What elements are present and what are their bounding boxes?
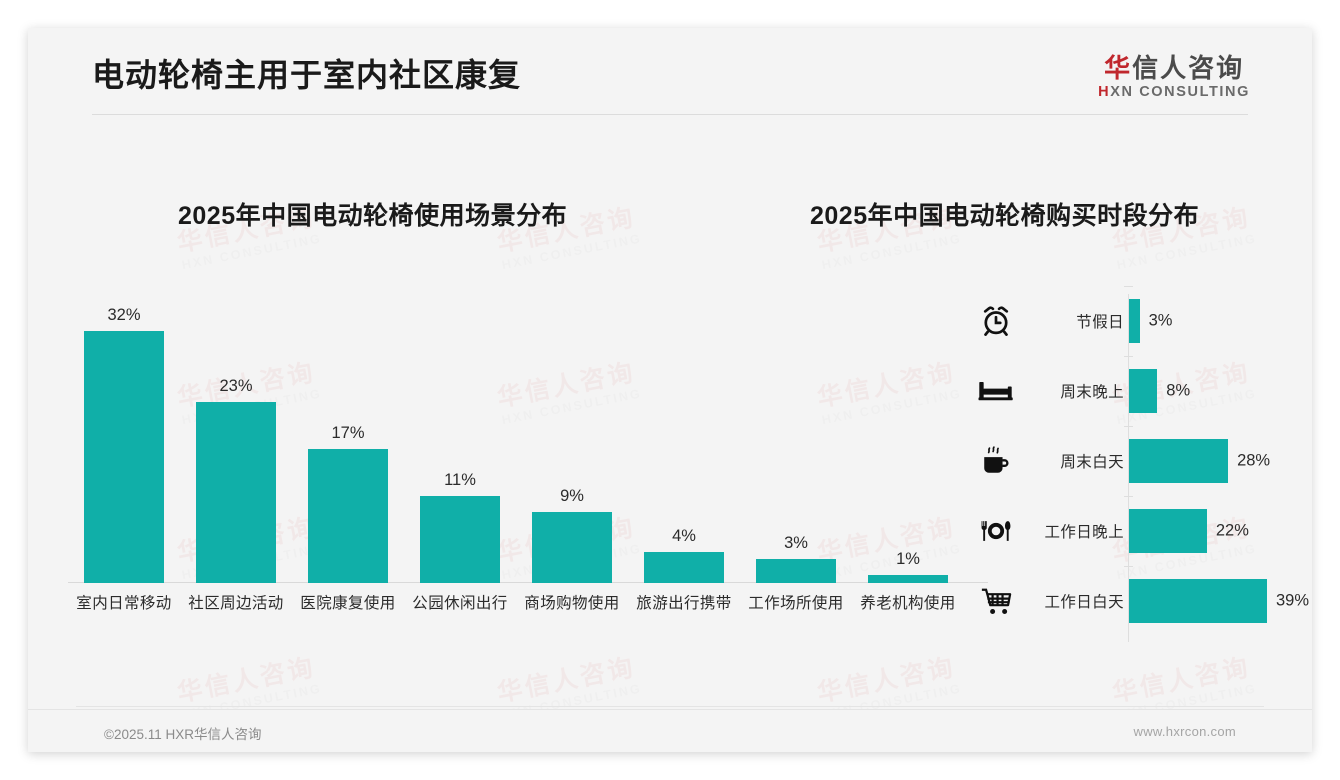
left-chart-title: 2025年中国电动轮椅使用场景分布 <box>178 202 568 230</box>
bar-category-label: 医院康复使用 <box>300 595 396 612</box>
bar-category-label: 社区周边活动 <box>188 595 284 612</box>
axis-tick <box>1124 286 1133 287</box>
brand-name-cn-rest: 信人咨询 <box>1132 53 1245 83</box>
bar <box>756 559 836 583</box>
bar-value-label: 17% <box>331 424 365 443</box>
bar-value-label: 1% <box>896 550 920 569</box>
watermark-en: HXN CONSULTING <box>180 231 324 273</box>
watermark-en: HXN CONSULTING <box>820 231 964 273</box>
header-divider <box>92 114 1248 115</box>
bar-category-label: 周末白天 <box>1060 454 1124 471</box>
bar-value-label: 4% <box>672 526 696 545</box>
bar-column: 9% <box>516 283 628 583</box>
slide-footer: ©2025.11 HXR华信人咨询 www.hxrcon.com <box>28 709 1312 752</box>
bar-value-label: 32% <box>107 306 141 324</box>
bar <box>532 512 612 583</box>
bar-value-label: 8% <box>1166 381 1191 400</box>
axis-tick <box>1124 566 1133 567</box>
bar-column: 17% <box>292 283 404 583</box>
bar-row: 工作日白天 39% <box>958 566 1312 636</box>
website-url: www.hxrcon.com <box>1133 724 1236 739</box>
bar <box>196 401 276 583</box>
bar-category-label: 旅游出行携带 <box>636 595 732 612</box>
watermark-cn: 华信人咨询 <box>495 653 638 708</box>
bar-category-label: 工作日晚上 <box>1044 524 1124 541</box>
bar-row: 工作日晚上 22% <box>958 496 1312 566</box>
slide-header: 电动轮椅主用于室内社区康复 华信人咨询 HXN CONSULTING <box>28 28 1312 124</box>
shopping-cart-icon <box>976 581 1016 621</box>
cutlery-plate-icon <box>976 511 1016 551</box>
bar-column: 11% <box>404 283 516 583</box>
watermark-cn: 华信人咨询 <box>1110 653 1253 708</box>
bar <box>1129 439 1229 483</box>
bar-column: 23% <box>180 283 292 583</box>
bar-value-label: 28% <box>1237 451 1271 470</box>
footer-divider <box>76 706 1264 707</box>
alarm-clock-icon <box>976 301 1016 341</box>
bar-value-label: 3% <box>784 534 808 553</box>
watermark-cn: 华信人咨询 <box>175 653 318 708</box>
bar-column: 32% <box>68 283 180 583</box>
watermark-en: HXN CONSULTING <box>1115 231 1259 273</box>
brand-name-en-rest: XN CONSULTING <box>1110 83 1250 100</box>
brand-logo: 华信人咨询 HXN CONSULTING <box>1098 54 1250 101</box>
bar <box>1129 509 1207 553</box>
right-chart-title: 2025年中国电动轮椅购买时段分布 <box>810 202 1200 230</box>
axis-tick <box>1124 356 1133 357</box>
bar-value-label: 9% <box>560 487 584 506</box>
watermark-cn: 华信人咨询 <box>815 653 958 708</box>
bar-column: 4% <box>628 283 740 583</box>
x-axis-baseline <box>68 582 988 583</box>
bar-category-label: 商场购物使用 <box>524 595 620 612</box>
bar <box>868 575 948 583</box>
bar-column: 3% <box>740 283 852 583</box>
bar-value-label: 22% <box>1215 521 1249 540</box>
brand-name-cn: 华信人咨询 <box>1098 54 1250 83</box>
brand-name-en: HXN CONSULTING <box>1098 83 1250 101</box>
axis-tick <box>1124 496 1133 497</box>
bar <box>644 551 724 583</box>
bar-category-label: 养老机构使用 <box>860 595 956 612</box>
usage-scenario-bar-chart: 32% 23% 17% 11% 9% 4% 3% 1% 室内日常移动 社区周边活动 医院康复使用公… <box>68 283 988 612</box>
brand-char-h: H <box>1098 83 1111 100</box>
copyright-text: ©2025.11 HXR华信人咨询 <box>104 727 262 742</box>
bar-category-label: 工作场所使用 <box>748 595 844 612</box>
bar-category-label: 室内日常移动 <box>76 595 172 612</box>
vertical-bars-plot-area: 32% 23% 17% 11% 9% 4% 3% 1% <box>68 283 988 583</box>
slide: 华信人咨询 HXN CONSULTING 华信人咨询 HXN CONSULTING 华信… <box>28 28 1312 752</box>
purchase-time-bar-chart: 节假日 3% 周末晚上 8% 周末白天 28% 工作日晚上 22% 工作日白天 39% <box>958 286 1312 646</box>
bar-column: 1% <box>852 283 964 583</box>
page-title: 电动轮椅主用于室内社区康复 <box>92 57 522 93</box>
bar-category-label: 公园休闲出行 <box>412 595 508 612</box>
bar-value-label: 11% <box>444 471 476 490</box>
bar-value-label: 23% <box>219 376 253 395</box>
bar <box>1129 579 1267 623</box>
coffee-cup-icon <box>976 441 1016 481</box>
bar-row: 周末白天 28% <box>958 426 1312 496</box>
bar-row: 节假日 3% <box>958 286 1312 356</box>
bar-value-label: 3% <box>1148 311 1173 330</box>
brand-char-hua: 华 <box>1104 53 1133 83</box>
bar-row: 周末晚上 8% <box>958 356 1312 426</box>
watermark-en: HXN CONSULTING <box>500 231 644 273</box>
bar-value-label: 39% <box>1276 591 1310 610</box>
bar-category-label: 工作日白天 <box>1044 594 1124 611</box>
bar <box>1129 299 1140 343</box>
bed-icon <box>976 371 1016 411</box>
bar <box>1129 369 1158 413</box>
bar <box>308 449 388 583</box>
y-axis-line <box>1128 294 1129 642</box>
bar <box>84 331 164 583</box>
bar-category-label: 节假日 <box>1076 314 1124 331</box>
bar-category-label: 周末晚上 <box>1060 384 1124 401</box>
bar <box>420 496 500 583</box>
axis-tick <box>1124 426 1133 427</box>
